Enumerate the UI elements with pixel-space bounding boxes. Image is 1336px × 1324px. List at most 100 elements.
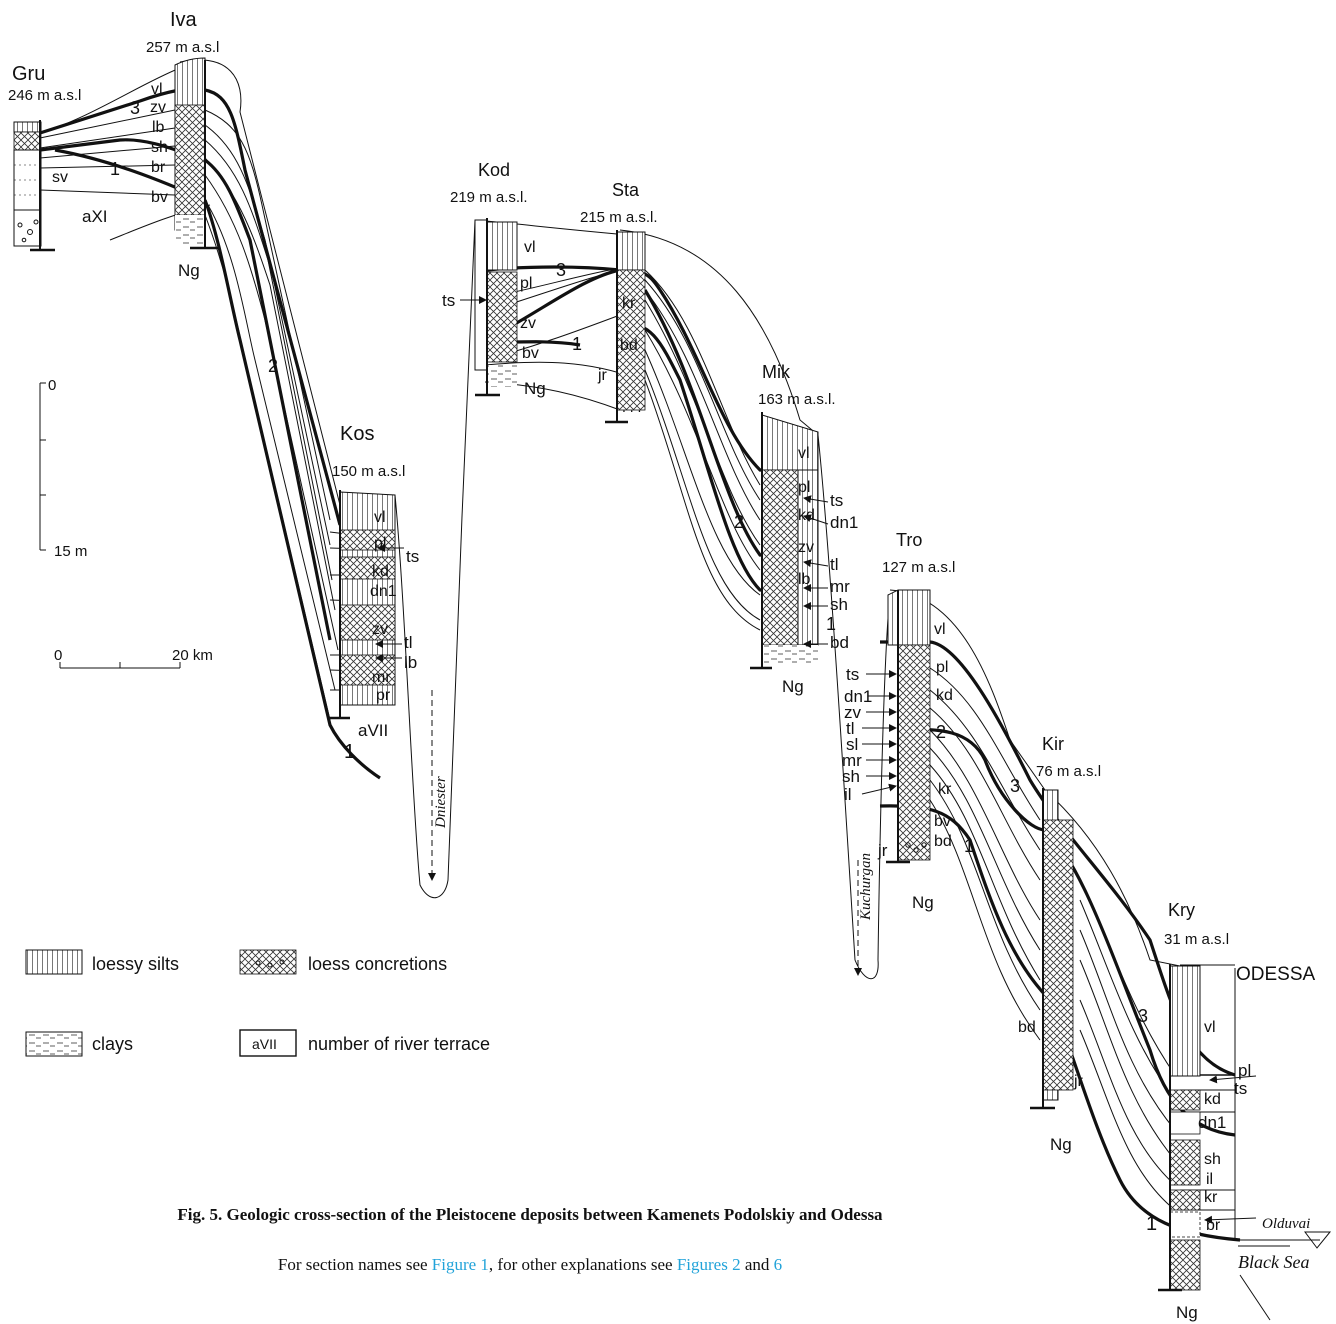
figure-caption-subtitle: For section names see Figure 1, for othe… [0,1255,1060,1275]
section-elev-kir: 76 m a.s.l [1036,763,1101,780]
column-mik [750,412,819,670]
unit-label: pl [520,275,532,292]
caption-sub-and: and [740,1255,774,1274]
unit-label: zv [150,99,166,116]
unit-label: bv [151,189,168,206]
unit-label: 3 [556,260,566,280]
unit-label: ts [846,665,859,684]
unit-label: kd [1204,1091,1221,1108]
olduvai-label: Olduvai [1262,1216,1310,1232]
section-name-sta: Sta [612,180,640,200]
unit-label: pl [936,659,948,676]
section-elev-kod: 219 m a.s.l. [450,189,528,206]
section-headers: Gru 246 m a.s.l Iva 257 m a.s.l Kod 219 … [8,9,1316,985]
unit-label: 3 [130,98,140,118]
unit-label: dn1 [370,583,397,600]
section-elev-iva: 257 m a.s.l [146,39,219,56]
section-name-iva: Iva [170,9,198,31]
unit-label: lb [404,653,417,672]
unit-label: il [844,785,852,804]
unit-label: jr [1073,1073,1084,1090]
unit-label: vl [374,509,386,526]
unit-label: sh [1204,1151,1221,1168]
correlation-lines [39,59,1332,1321]
unit-label: vl [1204,1019,1216,1036]
unit-label: bv [934,813,951,830]
unit-label: sh [151,139,168,156]
section-name-kir: Kir [1042,734,1064,754]
unit-label: bd [1018,1019,1036,1036]
link-figures-2[interactable]: Figures 2 [676,1255,741,1274]
unit-label: zv [798,539,814,556]
column-kir [1030,788,1074,1110]
unit-label: mr [842,751,862,770]
river-dniester: Dniester [433,776,449,829]
unit-label: tl [404,633,413,652]
unit-label: aXI [82,207,108,226]
section-name-kod: Kod [478,160,510,180]
unit-label: sh [842,767,860,786]
unit-label: 1 [826,614,836,634]
hscale-start: 0 [54,647,62,664]
column-iva [174,57,218,250]
unit-label: sv [52,169,68,186]
section-elev-tro: 127 m a.s.l [882,559,955,576]
unit-label: aVII [358,721,388,740]
unit-label: dn1 [844,687,872,706]
legend-swatch-concretions [239,949,297,975]
unit-labels: sv aXI vl 3 zv lb sh 1 br bv Ng vl pl ts… [52,81,1251,1322]
legend-swatch-clays [25,1031,83,1057]
legend-swatch-terrace [239,1029,297,1057]
section-name-tro: Tro [896,530,922,550]
unit-label: il [1206,1171,1213,1188]
column-kos [328,490,396,720]
unit-label: lb [152,119,165,136]
unit-label: bd [830,633,849,652]
unit-label: pl [374,535,386,552]
unit-label: zv [844,703,862,722]
unit-label: tl [830,555,839,574]
horizontal-scale: 0 20 km [54,647,213,669]
unit-label: kr [1204,1189,1218,1206]
caption-sub-mid: , for other explanations see [488,1255,677,1274]
unit-label: 3 [1010,776,1020,796]
unit-label: 1 [1146,1213,1157,1235]
unit-label: vl [524,239,536,256]
unit-label: kr [622,295,636,312]
unit-label: dn1 [830,513,858,532]
unit-label: sl [846,735,858,754]
vscale-top: 0 [48,377,56,394]
section-elev-mik: 163 m a.s.l. [758,391,836,408]
sea-label: Black Sea [1238,1252,1309,1272]
unit-label: mr [830,577,850,596]
rivers: Dniester Kuchurgan Black Sea Olduvai [428,690,1310,1272]
unit-label: 2 [734,512,744,532]
unit-label: Ng [178,261,200,280]
river-kuchurgan: Kuchurgan [858,853,874,921]
section-elev-sta: 215 m a.s.l. [580,209,658,226]
unit-label: br [151,159,166,176]
section-elev-kry: 31 m a.s.l [1164,931,1229,948]
svg-text:. . .: . . . [622,399,641,415]
site-label-odessa: ODESSA [1236,964,1316,985]
link-figure-1[interactable]: Figure 1 [431,1255,489,1274]
unit-label: Ng [524,379,546,398]
unit-label: vl [798,445,810,462]
unit-label: ts [1234,1079,1247,1098]
column-kry [1158,964,1201,1292]
column-gru [13,120,55,252]
section-name-mik: Mik [762,362,791,382]
unit-label: 3 [1138,1006,1148,1026]
section-name-gru: Gru [12,63,45,85]
unit-label: lb [798,571,811,588]
column-kod [474,218,518,397]
unit-label: Ng [782,677,804,696]
vertical-scale: 0 15 m [39,377,87,560]
unit-label: mr [372,669,391,686]
unit-label: sh [830,595,848,614]
unit-label: kd [798,507,815,524]
unit-label: bd [620,337,638,354]
vscale-bottom: 15 m [54,543,87,560]
link-figure-6[interactable]: 6 [773,1255,783,1274]
